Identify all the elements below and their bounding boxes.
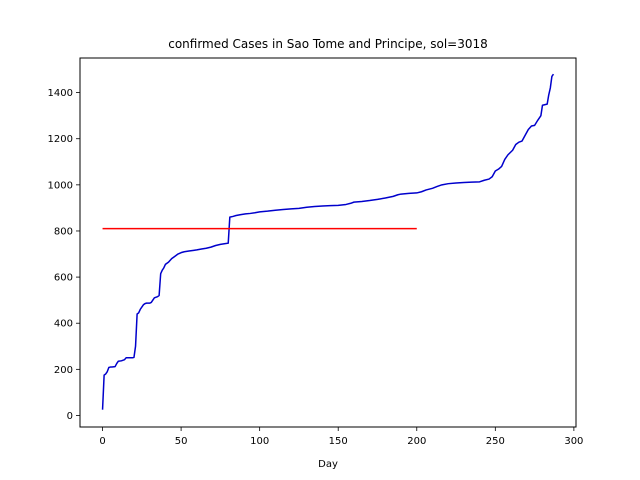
x-tick-label: 200 [407,436,426,447]
series-line-0 [101,73,555,410]
y-tick-label: 1200 [48,134,73,145]
x-tick-label: 150 [329,436,348,447]
y-axis: 0 200 400 600 800 1000 1200 1400 [48,88,80,422]
y-tick-label: 200 [54,365,73,376]
y-tick-label: 600 [54,273,73,284]
x-tick-label: 0 [99,436,105,447]
y-tick-label: 800 [54,226,73,237]
y-tick-label: 1000 [48,180,73,191]
plot-frame [79,57,577,428]
plot-area [101,73,555,410]
x-tick-label: 50 [175,436,188,447]
x-tick-label: 250 [486,436,505,447]
x-axis-label: Day [318,459,338,470]
y-tick-label: 400 [54,319,73,330]
chart-title: confirmed Cases in Sao Tome and Principe… [168,37,488,51]
x-tick-label: 100 [250,436,269,447]
x-tick-label: 300 [564,436,583,447]
y-tick-label: 0 [67,411,73,422]
x-axis: 0 50 100 150 200 250 300 [99,427,583,447]
y-tick-label: 1400 [48,88,73,99]
